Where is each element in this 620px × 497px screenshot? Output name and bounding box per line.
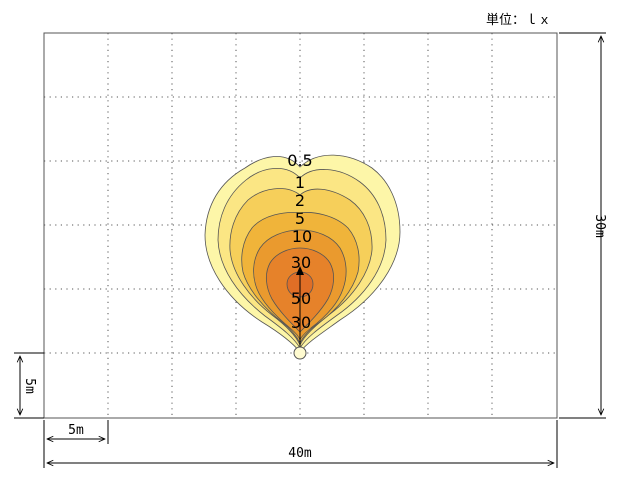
aiming-arrow-icon [296, 266, 304, 275]
grid-x-dimension: 5m [43, 420, 109, 444]
contour-label: 5 [295, 209, 305, 228]
height-dimension: 30m [559, 32, 607, 419]
width-dimension: 40m [43, 420, 558, 468]
contour-label: 50 [291, 289, 311, 308]
contour-label: 1 [295, 173, 305, 192]
luminaire-marker [293, 346, 307, 360]
grid-y-dimension: 5m [14, 352, 44, 419]
contour-labels: 0.5 1 2 5 10 30 50 30 [287, 151, 312, 332]
contour-label: 30 [291, 253, 311, 272]
height-label: 30m [592, 214, 607, 238]
grid-x-label: 5m [68, 423, 84, 438]
grid-y-label: 5m [22, 378, 37, 394]
contour-label: 0.5 [287, 151, 312, 170]
unit-label: 単位：ｌｘ [486, 12, 551, 28]
contour-label: 30 [291, 313, 311, 332]
contour-group [204, 154, 401, 353]
contour-label: 2 [295, 191, 305, 210]
contour-label: 10 [292, 227, 312, 246]
width-label: 40m [288, 446, 312, 461]
